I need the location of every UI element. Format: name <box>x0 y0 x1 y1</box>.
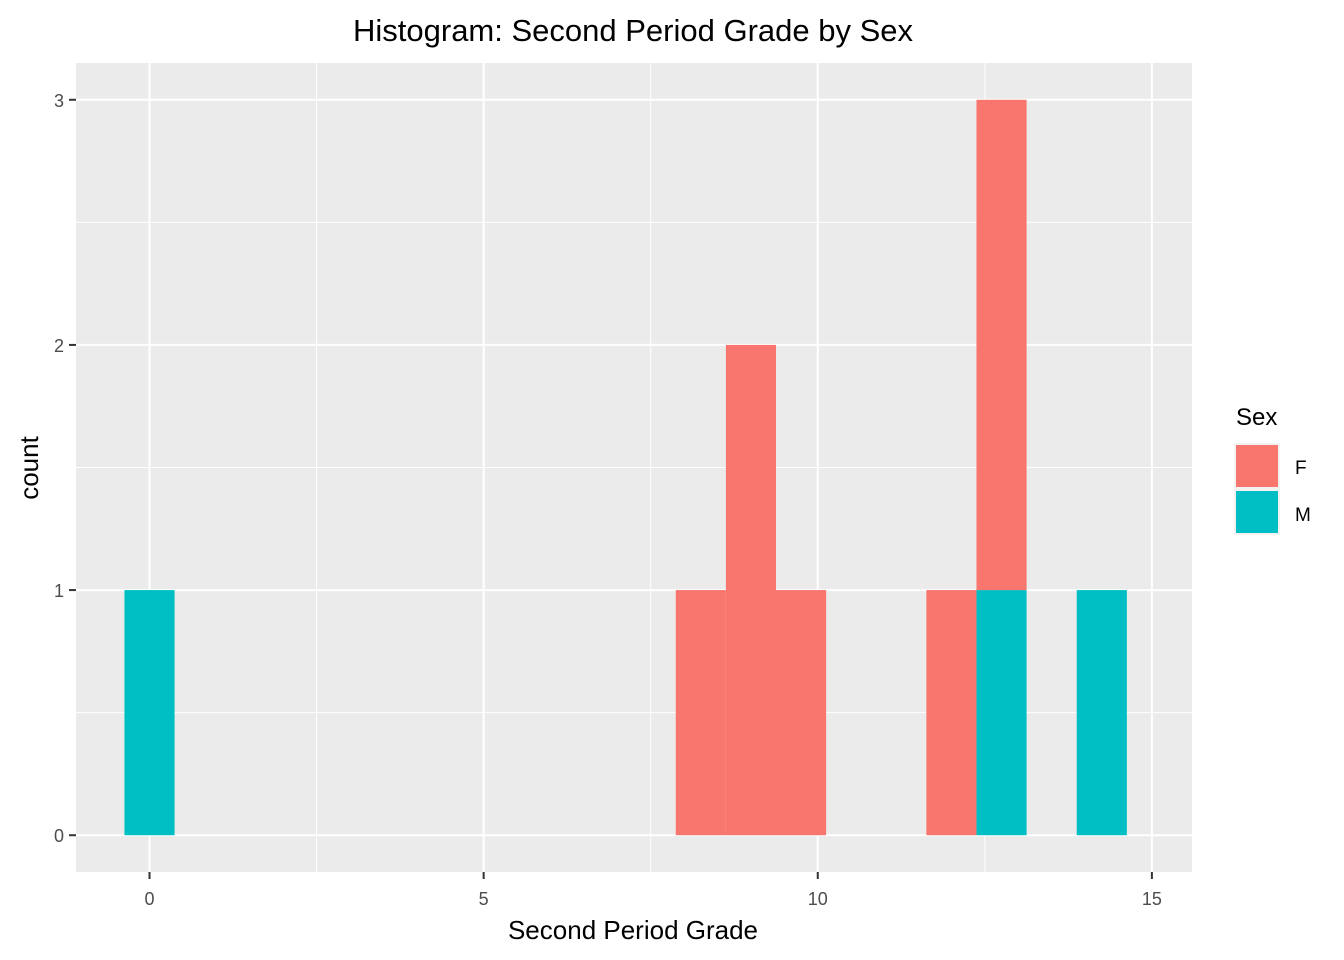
y-axis-title: count <box>14 435 44 499</box>
x-tick-label: 10 <box>808 889 828 909</box>
y-tick-label: 3 <box>54 91 64 111</box>
x-tick-label: 5 <box>479 889 489 909</box>
bar-f <box>926 590 977 836</box>
bar-f <box>725 344 777 836</box>
legend-title: Sex <box>1236 404 1277 431</box>
histogram-bars <box>124 99 1127 836</box>
legend-swatch-m <box>1236 491 1278 533</box>
y-tick-label: 0 <box>54 826 64 846</box>
x-tick-label: 0 <box>145 889 155 909</box>
bar-f <box>776 590 827 836</box>
chart-title: Histogram: Second Period Grade by Sex <box>353 13 913 48</box>
y-tick-label: 2 <box>54 336 64 356</box>
legend: Sex F M <box>1234 404 1311 535</box>
bar-m <box>976 590 1027 836</box>
legend-swatch-f <box>1236 445 1278 487</box>
legend-label-f: F <box>1295 458 1307 479</box>
bar-m <box>124 590 175 836</box>
y-tick-label: 1 <box>54 581 64 601</box>
bar-m <box>1076 590 1127 836</box>
x-axis-title: Second Period Grade <box>508 915 758 945</box>
y-axis-ticks: 0 1 2 3 <box>54 91 76 846</box>
legend-label-m: M <box>1295 505 1311 526</box>
bar-f <box>675 590 726 836</box>
bar-f <box>976 99 1027 591</box>
x-tick-label: 15 <box>1142 889 1162 909</box>
x-axis-ticks: 0 5 10 15 <box>145 872 1162 909</box>
